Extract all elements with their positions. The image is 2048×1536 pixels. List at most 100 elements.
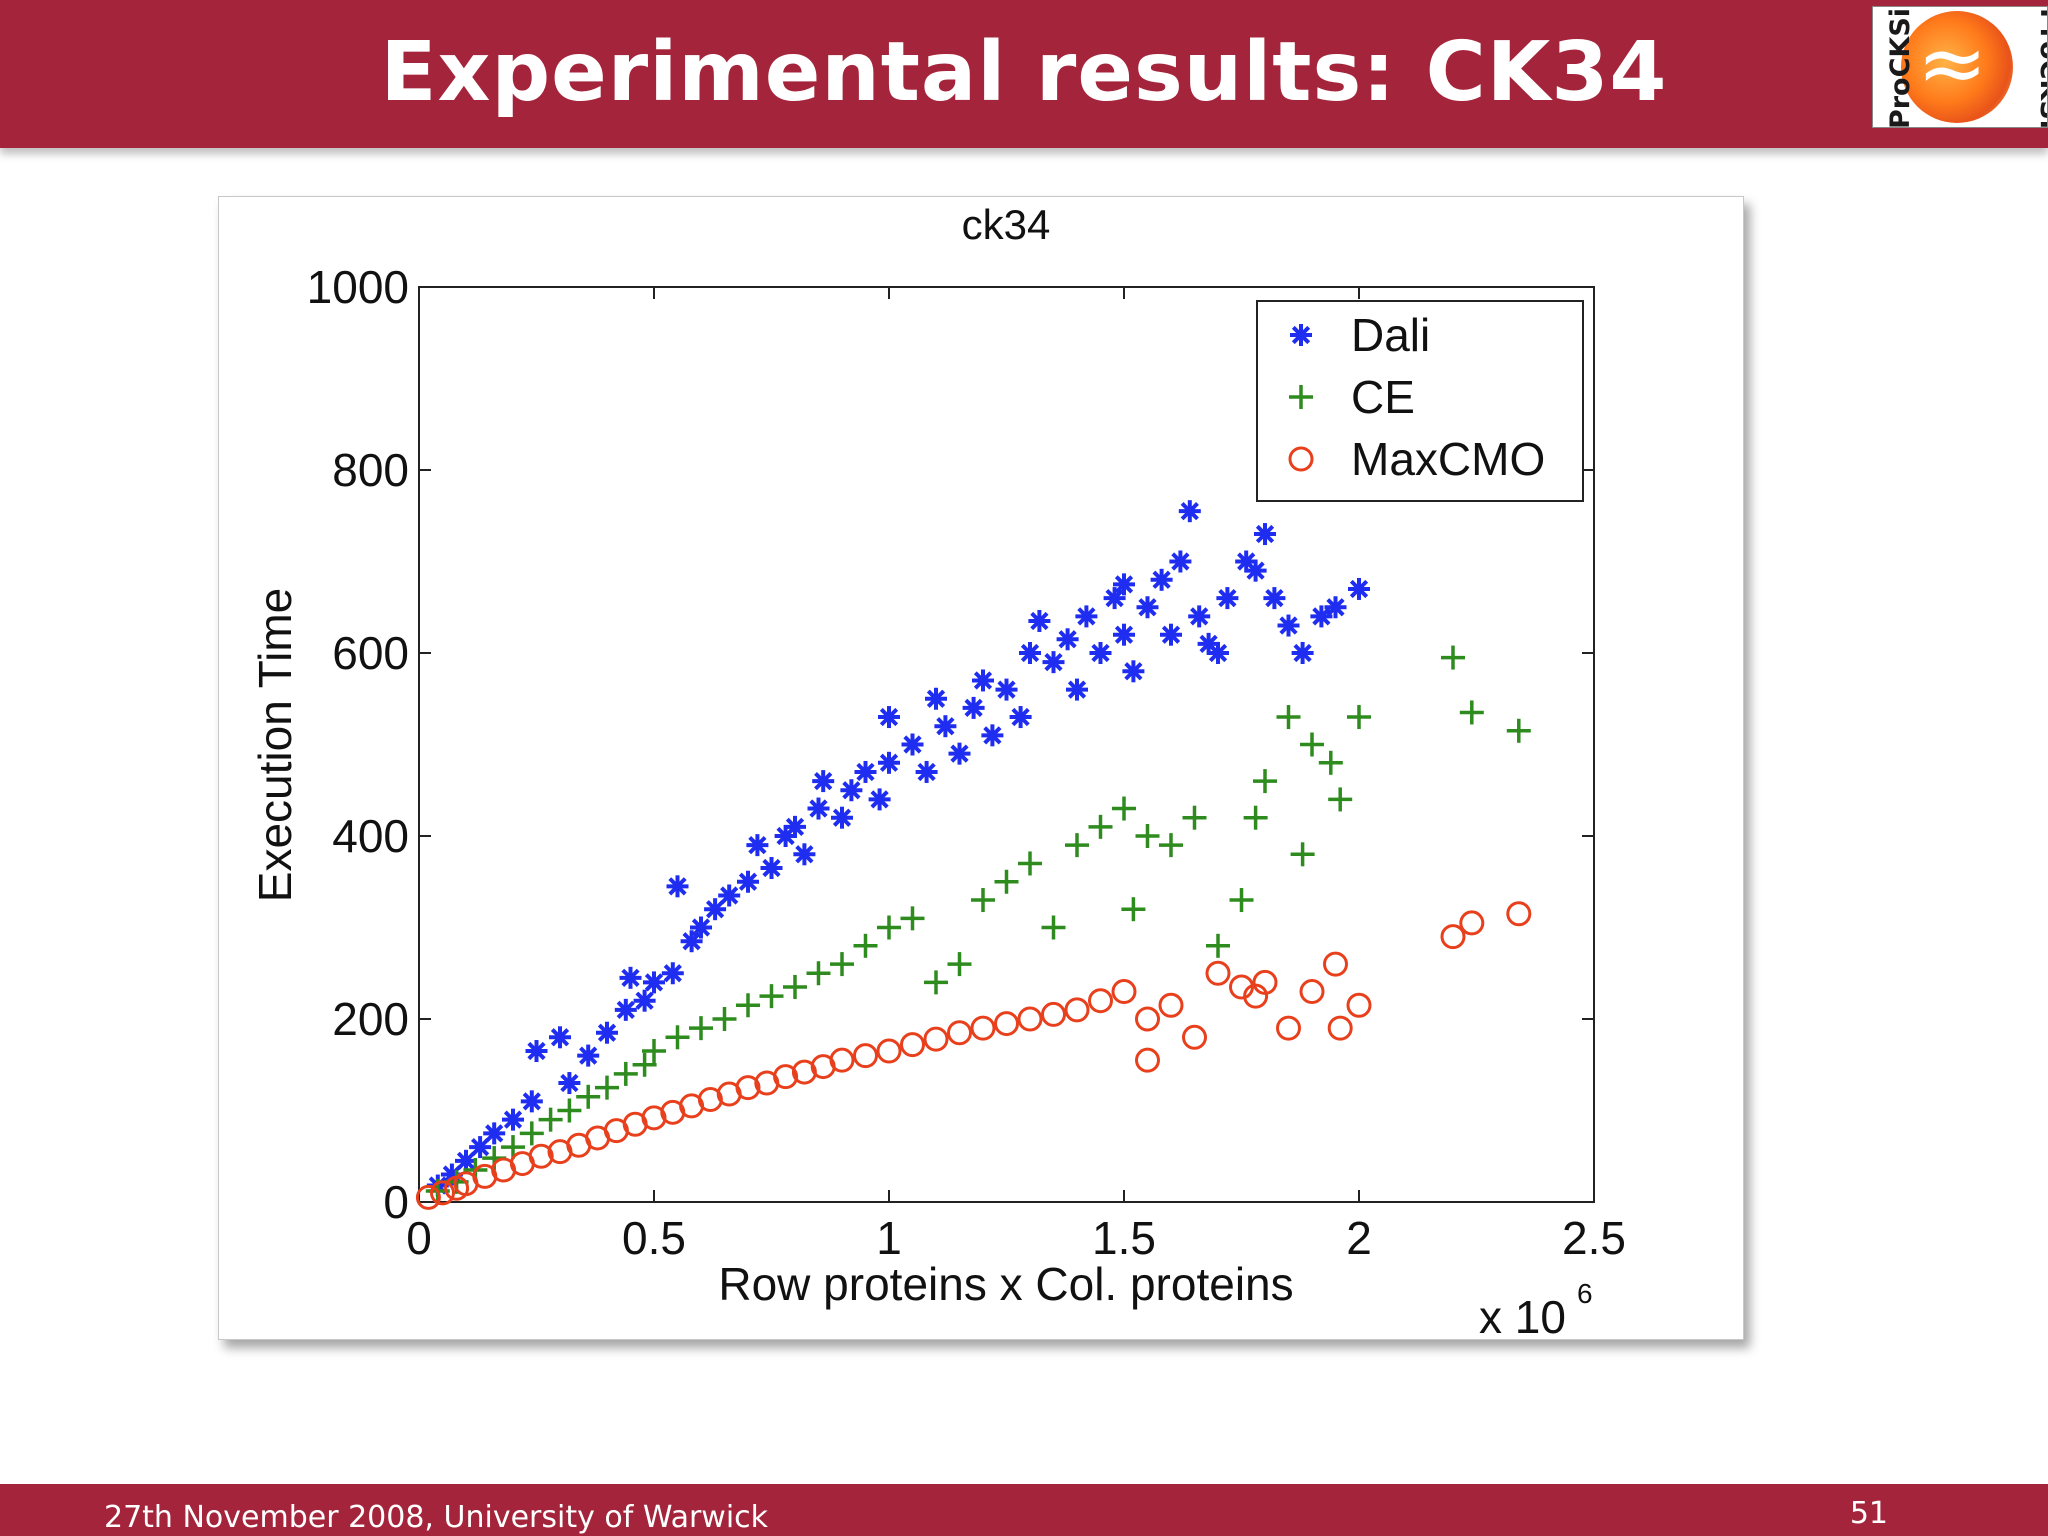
data-point-dali <box>878 706 900 729</box>
data-point-ce <box>1506 718 1531 743</box>
data-point-dali <box>1113 573 1135 596</box>
data-point-dali <box>1019 642 1041 664</box>
data-point-dali <box>596 1021 618 1044</box>
data-point-maxcmo <box>528 1143 554 1169</box>
data-point-dali <box>746 834 769 857</box>
data-point-ce <box>1276 705 1301 730</box>
data-point-dali <box>1178 500 1201 523</box>
data-point-dali <box>558 1072 581 1095</box>
data-point-maxcmo <box>1135 1006 1160 1032</box>
data-point-ce <box>501 1135 525 1160</box>
y-tick-label: 600 <box>332 627 409 679</box>
data-point-dali <box>1150 568 1173 591</box>
data-point-ce <box>1243 805 1268 830</box>
data-point-maxcmo <box>947 1020 972 1046</box>
legend-marker-dali <box>1290 324 1312 346</box>
data-point-dali <box>455 1149 477 1172</box>
data-point-ce <box>853 933 878 958</box>
data-point-ce <box>783 974 807 999</box>
data-point-maxcmo <box>430 1180 455 1206</box>
y-tick-label: 800 <box>332 444 409 496</box>
y-axis-label: Execution Time <box>249 588 301 902</box>
data-point-dali <box>737 870 759 893</box>
data-point-ce <box>830 952 854 977</box>
x-tick-label: 2 <box>1346 1212 1372 1264</box>
data-point-dali <box>1169 550 1192 573</box>
data-point-ce <box>947 952 972 977</box>
logo-emblem-icon <box>1901 11 2013 123</box>
axis-ticks: 0 0.5 1 1.5 2 2.5 0 200 400 600 800 1000 <box>307 261 1626 1264</box>
data-point-dali <box>854 760 877 783</box>
data-point-maxcmo <box>1205 960 1231 986</box>
data-point-ce <box>1441 645 1465 670</box>
series-dali <box>426 500 1370 1197</box>
data-point-dali <box>812 770 835 793</box>
data-point-ce <box>1121 897 1146 922</box>
data-point-dali <box>1216 587 1239 610</box>
data-point-ce <box>759 984 784 1009</box>
data-point-dali <box>1122 660 1145 683</box>
data-point-ce <box>1459 700 1484 725</box>
data-point-dali <box>807 797 830 820</box>
data-point-maxcmo <box>1088 988 1113 1014</box>
data-point-ce <box>877 915 901 940</box>
data-point-maxcmo <box>1327 1015 1353 1041</box>
data-point-dali <box>520 1090 543 1113</box>
data-point-maxcmo <box>415 1184 441 1210</box>
data-point-ce <box>613 1061 638 1086</box>
data-point-ce <box>595 1075 619 1100</box>
data-point-dali <box>878 751 900 774</box>
footer-text: 27th November 2008, University of Warwic… <box>104 1500 769 1535</box>
data-point-dali <box>1348 577 1370 600</box>
data-point-ce <box>1112 796 1136 821</box>
data-point-ce <box>557 1098 582 1123</box>
data-point-maxcmo <box>1182 1024 1207 1050</box>
page-number: 51 <box>1849 1496 1888 1531</box>
data-point-maxcmo <box>876 1038 902 1064</box>
data-point-ce <box>1041 915 1066 940</box>
x-tick-label: 2.5 <box>1562 1212 1626 1264</box>
data-point-maxcmo <box>829 1047 855 1073</box>
data-point-dali <box>718 884 741 907</box>
data-point-dali <box>1244 559 1267 582</box>
data-point-dali <box>1197 632 1220 655</box>
data-point-maxcmo <box>1506 901 1532 927</box>
data-point-maxcmo <box>1158 992 1184 1018</box>
data-point-dali <box>831 806 853 829</box>
data-point-ce <box>1018 851 1042 876</box>
chart-frame: ck34 Row proteins x Col. proteins Execut… <box>218 196 1744 1340</box>
legend-markers <box>1288 324 1314 472</box>
logo-text-right: ProCKSi <box>2034 7 2048 128</box>
data-point-ce <box>576 1084 601 1109</box>
series-maxcmo <box>415 901 1532 1210</box>
data-point-dali <box>1263 587 1286 610</box>
data-point-dali <box>549 1026 571 1049</box>
wave-icon: ≈ <box>1917 14 1988 112</box>
data-point-ce <box>1065 833 1089 858</box>
legend-marker-maxcmo <box>1288 446 1314 472</box>
data-point-ce <box>924 970 948 995</box>
x-tick-label: 1.5 <box>1092 1212 1156 1264</box>
data-point-maxcmo <box>900 1032 925 1058</box>
data-point-dali <box>1028 609 1051 632</box>
y-tick-label: 200 <box>332 993 409 1045</box>
data-point-dali <box>1254 523 1276 546</box>
data-point-ce <box>712 1007 737 1031</box>
data-point-dali <box>934 715 957 738</box>
data-point-dali <box>1113 623 1135 646</box>
data-point-dali <box>868 788 891 811</box>
data-point-maxcmo <box>1276 1015 1301 1041</box>
data-point-ce <box>632 1052 657 1077</box>
data-point-dali <box>962 696 985 719</box>
data-point-dali <box>469 1136 492 1159</box>
data-point-dali <box>1103 587 1126 610</box>
y-tick-label: 1000 <box>307 261 409 313</box>
data-point-dali <box>793 843 816 866</box>
data-point-maxcmo <box>1440 924 1466 950</box>
data-point-dali <box>1056 628 1079 651</box>
data-point-dali <box>948 742 971 765</box>
data-point-ce <box>1088 814 1113 839</box>
data-point-ce <box>1206 933 1230 958</box>
data-point-maxcmo <box>1041 1001 1066 1027</box>
data-point-ce <box>1253 769 1277 794</box>
